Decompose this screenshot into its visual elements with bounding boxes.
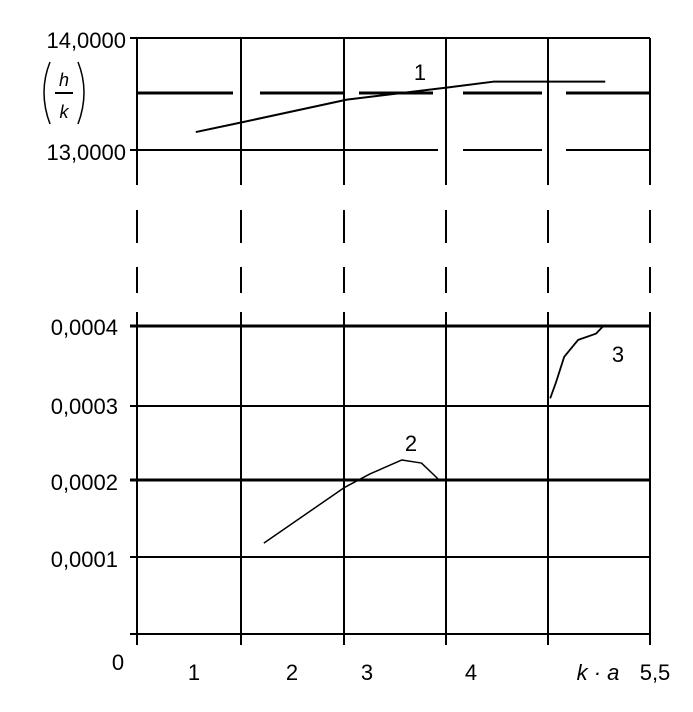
- series-line-1: [195, 80, 606, 134]
- grid: [130, 37, 651, 645]
- y-tick-label: 13,0000: [46, 140, 126, 165]
- series-labels: 1 2 3: [405, 60, 624, 456]
- y-tick-label: 14,0000: [46, 28, 126, 53]
- x-tick-labels: 0 1 2 3 4 k · a 5,5: [112, 650, 670, 685]
- x-tick-label: 2: [286, 660, 298, 685]
- ylabel-denominator: k: [60, 102, 70, 122]
- y-tick-labels-top: 14,0000 13,0000: [46, 28, 126, 165]
- x-tick-label: 5,5: [640, 660, 671, 685]
- left-paren: [43, 61, 51, 125]
- y-tick-labels-bottom: 0,0004 0,0003 0,0002 0,0001: [51, 315, 118, 572]
- y-axis-label-top: h k: [43, 61, 85, 125]
- x-tick-label: 0: [112, 650, 124, 675]
- y-tick-label: 0,0001: [51, 547, 118, 572]
- ylabel-numerator: h: [59, 70, 69, 90]
- series-label-2: 2: [405, 431, 417, 456]
- x-axis-label: k · a: [577, 660, 620, 685]
- right-paren: [77, 61, 85, 125]
- y-tick-label: 0,0003: [51, 394, 118, 419]
- series-label-1: 1: [414, 60, 426, 85]
- series-layer: [195, 80, 606, 544]
- x-tick-label: 4: [465, 660, 477, 685]
- series-line-3: [549, 325, 605, 399]
- series-line-2: [263, 459, 440, 544]
- y-tick-label: 0,0002: [51, 470, 118, 495]
- x-tick-label: 1: [188, 660, 200, 685]
- x-tick-label: 3: [361, 660, 373, 685]
- series-label-3: 3: [612, 342, 624, 367]
- y-tick-label: 0,0004: [51, 315, 118, 340]
